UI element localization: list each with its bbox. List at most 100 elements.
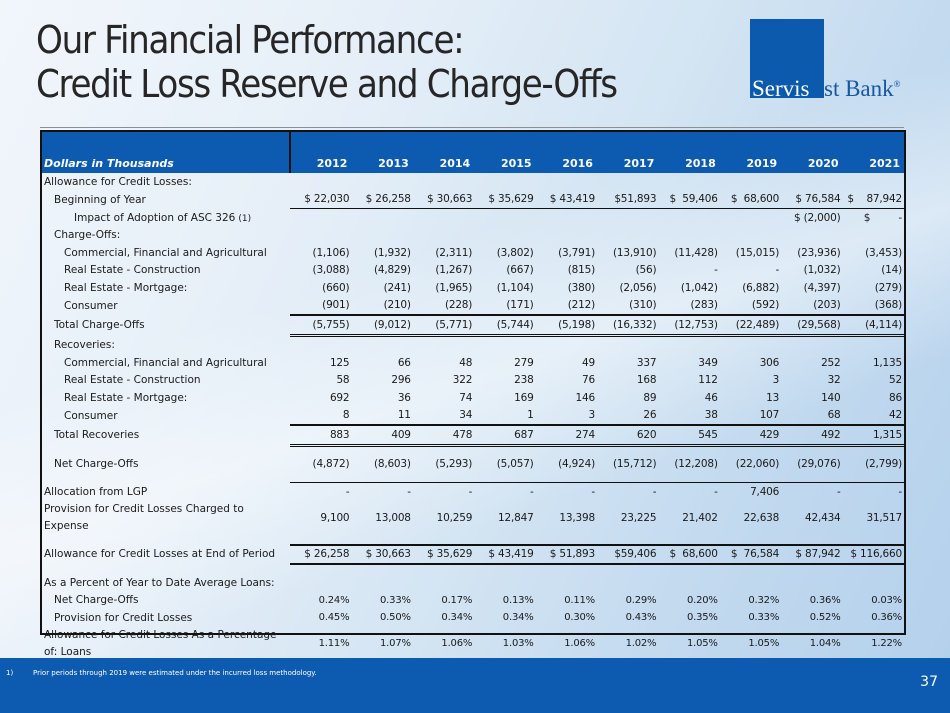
spacer-cell bbox=[42, 535, 290, 545]
spacer-cell bbox=[536, 564, 597, 574]
servisfirst-bank-logo: Servis 1st Bank® bbox=[750, 19, 950, 101]
table-row-net-co: Net Charge-Offs (4,872) (8,603) (5,293) (5,0… bbox=[42, 456, 904, 474]
table-row-pct-header: As a Percent of Year to Date Average Loa… bbox=[42, 574, 904, 592]
header-year: 2018 bbox=[658, 131, 720, 173]
table-row-lgp: Allocation from LGP - - - - - - - 7,406 - - bbox=[42, 483, 904, 501]
spacer-cell bbox=[474, 445, 535, 456]
value-cell: 274 bbox=[535, 424, 597, 447]
spacer-cell bbox=[720, 535, 781, 545]
spacer-cell bbox=[474, 535, 535, 545]
value-cell: 22,638 bbox=[743, 511, 780, 524]
value-cell: (3,088) bbox=[312, 264, 350, 277]
value-cell: 74 bbox=[459, 391, 473, 404]
page-number: 37 bbox=[920, 674, 938, 690]
value-cell: $59,406 bbox=[596, 543, 659, 565]
row-label: Impact of Adoption of ASC 326 (1) bbox=[42, 209, 290, 227]
value-cell: (13,910) bbox=[613, 246, 657, 259]
value-cell: 8 bbox=[342, 409, 350, 422]
row-label: Total Recoveries bbox=[42, 425, 290, 445]
value-cell: (171) bbox=[506, 299, 534, 312]
value-cell: 1.02% bbox=[625, 638, 657, 649]
table-row-rc-rec: Real Estate - Construction 58 296 322 238 76 1… bbox=[42, 372, 904, 390]
row-label-text: Impact of Adoption of ASC 326 bbox=[74, 211, 236, 224]
header-dollars-in-thousands: Dollars in Thousands bbox=[42, 131, 292, 173]
row-label: Net Charge-Offs bbox=[42, 592, 290, 610]
value-cell: 0.36% bbox=[809, 594, 841, 606]
value-cell: 49 bbox=[582, 356, 595, 369]
table-row-co-rec: Real Estate - Construction (3,088) (4,829)… bbox=[42, 262, 904, 280]
value-cell: $ 59,406 bbox=[658, 190, 720, 209]
value-cell: 296 bbox=[391, 374, 411, 387]
row-label: Net Charge-Offs bbox=[42, 456, 290, 474]
header-year: 2016 bbox=[535, 131, 597, 173]
row-label-text: Allowance for Credit Losses: bbox=[44, 175, 192, 188]
page-title: Our Financial Performance: Credit Loss R… bbox=[36, 18, 618, 106]
value-cell: - bbox=[836, 485, 841, 498]
value-cell: (2,799) bbox=[865, 458, 902, 471]
value-cell: 169 bbox=[514, 391, 534, 404]
value-cell: 478 bbox=[412, 424, 475, 447]
row-label-text: Total Charge-Offs bbox=[54, 319, 145, 331]
spacer-cell bbox=[658, 445, 719, 456]
value-cell: 492 bbox=[781, 424, 843, 447]
row-label-text: Net Charge-Offs bbox=[54, 594, 139, 607]
table-row-allowance-header: Allowance for Credit Losses: bbox=[42, 173, 904, 191]
value-cell: 32 bbox=[827, 374, 841, 387]
value-cell: - bbox=[898, 485, 902, 498]
row-label: Allocation from LGP bbox=[42, 483, 290, 501]
value-cell: $ 30,663 bbox=[351, 543, 413, 565]
value-cell: 68 bbox=[827, 409, 841, 422]
value-cell: 252 bbox=[821, 356, 841, 369]
value-cell bbox=[658, 209, 719, 227]
row-label: Allowance for Credit Losses at End of Pe… bbox=[42, 545, 290, 565]
row-label: Allowance for Credit Losses: bbox=[42, 173, 904, 191]
value-cell: 66 bbox=[397, 356, 411, 369]
spacer-cell bbox=[351, 445, 412, 456]
row-label: Provision for Credit Losses Charged to E… bbox=[42, 501, 290, 535]
value-cell: 36 bbox=[397, 391, 411, 404]
value-cell: 0.33% bbox=[748, 612, 780, 624]
value-cell: (56) bbox=[635, 264, 657, 277]
header-year: 2012 bbox=[290, 131, 352, 173]
value-cell: $ 87,942 bbox=[781, 543, 843, 565]
value-cell: 125 bbox=[329, 356, 350, 369]
value-cell: 0.45% bbox=[318, 612, 350, 624]
row-label-text: Net Charge-Offs bbox=[54, 458, 139, 471]
row-label-text: Beginning of Year bbox=[54, 193, 146, 206]
value-cell: 620 bbox=[596, 424, 659, 447]
value-cell: 337 bbox=[636, 356, 657, 369]
value-cell: (5,771) bbox=[412, 314, 475, 337]
row-label-text: Commercial, Financial and Agricultural bbox=[64, 246, 267, 259]
value-cell: (22,489) bbox=[719, 314, 782, 337]
value-cell: (4,872) bbox=[312, 458, 350, 471]
value-cell: 86 bbox=[889, 391, 902, 404]
value-cell: $ 68,600 bbox=[658, 543, 720, 565]
value-cell: (5,744) bbox=[474, 314, 536, 337]
value-cell: 112 bbox=[698, 374, 718, 387]
value-cell: (2,056) bbox=[619, 281, 657, 294]
header-year: 2020 bbox=[781, 131, 843, 173]
value-cell: 1.03% bbox=[502, 638, 534, 649]
value-cell: (279) bbox=[874, 281, 902, 294]
spacer-cell bbox=[536, 535, 597, 545]
value-cell: (380) bbox=[567, 281, 595, 294]
value-cell: 1.04% bbox=[809, 638, 841, 649]
row-label: Total Charge-Offs bbox=[42, 315, 290, 335]
value-cell: 3 bbox=[772, 374, 780, 387]
table-row-total-rc: Total Recoveries 883 409 478 687 274 620 545 429… bbox=[42, 424, 904, 447]
value-cell: - bbox=[775, 264, 780, 277]
spacer-cell bbox=[536, 445, 597, 456]
value-cell bbox=[597, 209, 658, 227]
value-cell: (12,753) bbox=[658, 314, 720, 337]
value-cell: (23,936) bbox=[797, 246, 841, 259]
row-label-text: Recoveries: bbox=[54, 339, 115, 352]
row-label: Charge-Offs: bbox=[42, 227, 904, 245]
table-row-asc326: Impact of Adoption of ASC 326 (1) $ (2,000… bbox=[42, 209, 904, 227]
value-cell: (667) bbox=[506, 264, 534, 277]
value-cell: (29,076) bbox=[797, 458, 841, 471]
value-cell: (15,712) bbox=[613, 458, 657, 471]
value-cell: 10,259 bbox=[436, 511, 473, 524]
value-cell: 0.29% bbox=[625, 594, 657, 606]
spacer-cell bbox=[597, 535, 658, 545]
table-header-row: Dollars in Thousands 2012 2013 2014 2015… bbox=[42, 131, 904, 173]
